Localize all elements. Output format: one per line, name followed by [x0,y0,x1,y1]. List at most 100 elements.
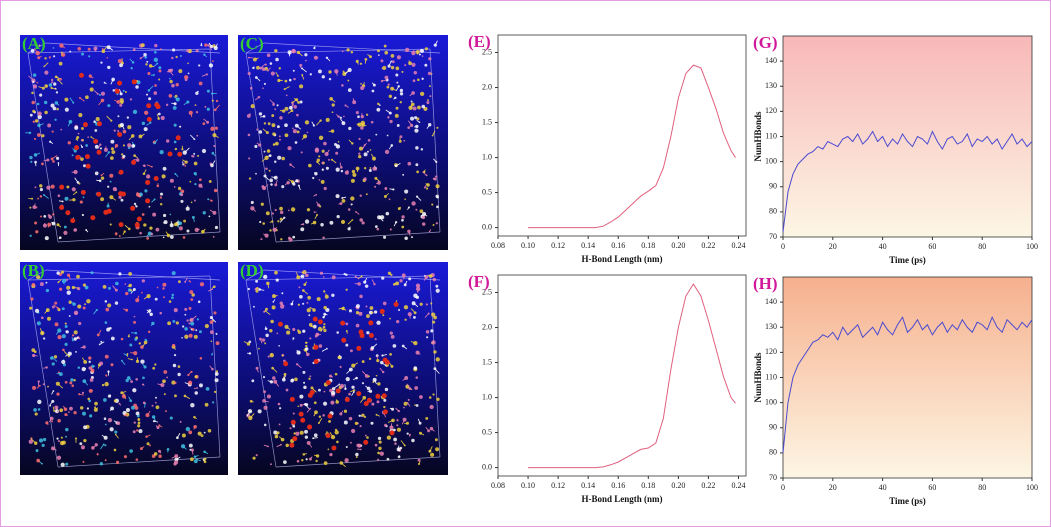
highlight-atom [366,397,372,403]
atom [181,336,183,339]
atom [367,375,370,378]
atom [168,94,173,98]
bond [93,309,98,315]
bond [112,285,117,291]
atom [44,236,49,241]
bond [420,48,423,52]
bond [303,271,308,276]
atom [376,320,381,325]
atom [94,129,98,132]
atom [266,53,271,58]
bond [434,40,438,46]
atom [396,123,400,127]
x-tick-label: 80 [978,483,986,492]
bond [284,86,290,90]
atom [48,56,51,59]
atom [401,218,404,222]
atom [86,407,90,410]
x-tick-label: 0.22 [701,241,715,250]
atom [411,201,416,206]
bond [146,309,152,315]
atom [146,60,149,63]
atom [99,462,104,466]
bond [387,420,394,423]
atom [401,225,405,229]
bond [44,309,49,314]
bond [371,82,375,86]
bond [275,432,279,437]
atom [133,421,136,424]
atom [42,337,46,340]
atom [297,329,300,332]
box-edge [27,52,59,243]
atom [56,107,59,111]
atom [327,448,330,451]
bond [265,310,271,315]
atom [342,70,345,73]
atom [415,208,418,211]
atom [51,420,54,423]
atom [270,319,274,324]
bond [361,113,363,117]
atom [46,185,51,190]
atom [392,344,397,348]
atom [387,64,391,68]
atom [434,175,438,178]
bond [52,406,55,412]
atom [107,185,110,188]
atom [308,314,311,317]
atom [198,64,201,67]
atom [277,155,282,160]
atom [389,119,393,124]
atom [187,62,189,65]
bond [209,365,213,370]
bond [173,96,178,100]
bond [243,341,249,345]
atom [69,381,73,385]
atom [318,415,322,418]
atom [375,133,378,136]
atom [328,70,332,74]
atom [88,399,91,403]
bond [276,444,282,448]
atom [416,290,419,293]
atom [119,92,123,96]
atom [30,48,35,53]
bond [159,451,162,454]
atom [153,91,158,95]
atom [209,330,214,335]
bond [417,352,421,355]
atom [100,91,106,96]
bond [404,280,408,285]
bond [398,455,401,457]
atom [186,229,190,233]
bond [316,161,321,165]
atom [188,443,193,448]
bond [58,237,61,240]
atom [58,61,63,66]
atom [188,306,192,310]
bond [33,355,38,357]
atom [187,72,190,75]
bond [174,224,177,226]
bond [314,45,316,49]
bond [362,124,367,126]
bond [32,120,35,123]
atom [193,152,196,155]
atom [396,427,401,432]
atom [159,196,163,199]
bond [142,164,145,167]
atom [345,322,349,326]
bond [71,337,74,341]
atom [388,198,391,201]
atom [166,139,170,143]
highlight-atom [118,222,124,228]
atom [364,434,367,437]
atom [110,139,115,144]
atom [184,334,189,339]
atom [189,457,194,462]
atom [107,65,111,70]
atom [347,88,352,93]
y-tick-label: 2.5 [482,47,492,56]
atom [278,423,281,426]
